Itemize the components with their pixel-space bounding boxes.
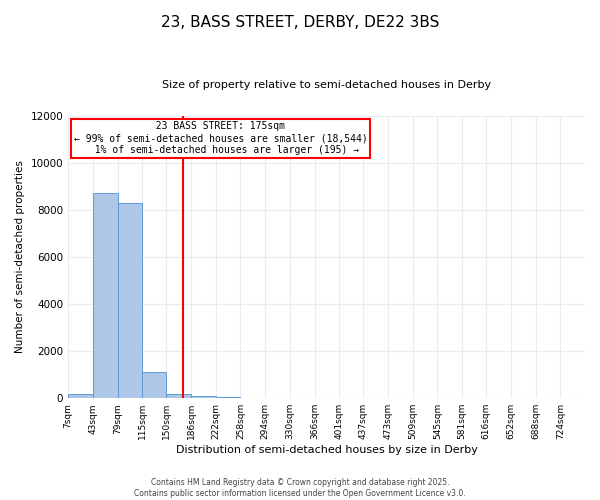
Bar bbox=[68, 394, 93, 398]
Y-axis label: Number of semi-detached properties: Number of semi-detached properties bbox=[15, 160, 25, 354]
Bar bbox=[142, 372, 166, 398]
Bar bbox=[191, 396, 216, 398]
Text: 23, BASS STREET, DERBY, DE22 3BS: 23, BASS STREET, DERBY, DE22 3BS bbox=[161, 15, 439, 30]
X-axis label: Distribution of semi-detached houses by size in Derby: Distribution of semi-detached houses by … bbox=[176, 445, 478, 455]
Bar bbox=[216, 397, 241, 398]
Text: 23 BASS STREET: 175sqm  
← 99% of semi-detached houses are smaller (18,544)
  1%: 23 BASS STREET: 175sqm ← 99% of semi-det… bbox=[74, 122, 368, 154]
Bar bbox=[118, 203, 142, 398]
Bar bbox=[166, 394, 191, 398]
Text: Contains HM Land Registry data © Crown copyright and database right 2025.
Contai: Contains HM Land Registry data © Crown c… bbox=[134, 478, 466, 498]
Bar bbox=[93, 194, 118, 398]
Title: Size of property relative to semi-detached houses in Derby: Size of property relative to semi-detach… bbox=[162, 80, 491, 90]
